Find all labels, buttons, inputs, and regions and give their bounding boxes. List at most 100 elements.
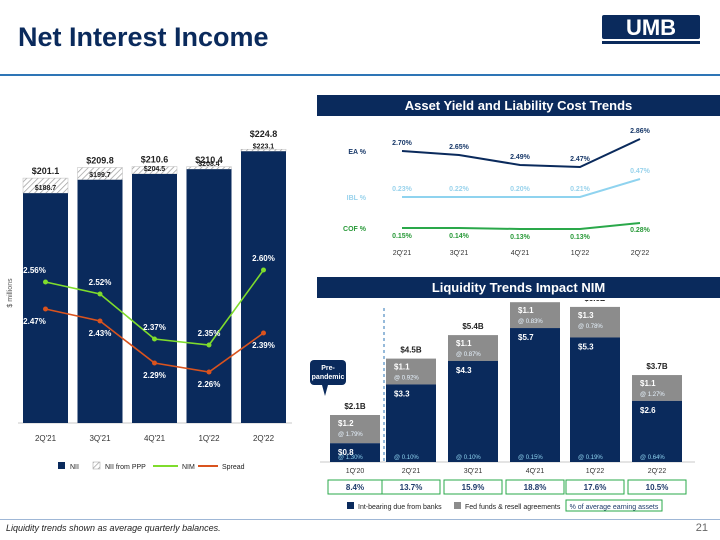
callout-pointer [322, 385, 328, 396]
series-value-label: 0.15% [392, 233, 413, 240]
fed-funds-label: $1.1 [640, 379, 656, 388]
series-line [401, 138, 641, 169]
series-value-label: 2.65% [449, 144, 470, 151]
legend-swatch-pct [565, 499, 663, 512]
page-title: Net Interest Income [18, 22, 269, 52]
header-rule [0, 74, 720, 76]
category-label: 2Q'22 [648, 468, 667, 475]
nim-label: 2.60% [252, 254, 275, 263]
pct-of-assets: 18.8% [524, 483, 547, 492]
fed-funds-label: $1.2 [338, 419, 354, 428]
fed-funds-rate: @ 0.83% [518, 319, 543, 325]
nim-label: 2.35% [198, 329, 221, 338]
pct-box [443, 479, 503, 495]
due-from-banks-label: $5.7 [518, 333, 534, 342]
fed-funds-rate: @ 0.87% [456, 352, 481, 358]
due-from-banks-label: $0.8 [338, 448, 354, 457]
umb-logo: UMB [602, 15, 700, 44]
category-label: 3Q'21 [450, 250, 469, 257]
due-from-banks-label: $4.3 [456, 366, 472, 375]
pct-box [565, 479, 625, 495]
total-value-label: $209.8 [86, 156, 114, 166]
fed-funds-bar [570, 306, 620, 338]
due-from-banks-bar [330, 443, 380, 462]
total-label: $2.1B [344, 402, 366, 411]
nii-bar [132, 173, 177, 423]
spread-point [261, 330, 266, 336]
spread-label: 2.47% [23, 317, 46, 326]
spread-point [97, 318, 103, 324]
pct-of-assets: 13.7% [400, 483, 423, 492]
series-value-label: 0.21% [570, 186, 591, 193]
spread-label: 2.26% [198, 380, 221, 389]
category-label: 3Q'21 [89, 434, 111, 443]
nim-point [97, 291, 103, 297]
fed-funds-label: $1.3 [578, 311, 594, 320]
series-value-label: 2.86% [630, 128, 651, 135]
due-from-banks-label: $5.3 [578, 342, 594, 351]
total-label: $6.6B [584, 300, 606, 303]
y-axis-label: $ millions [7, 278, 14, 308]
category-label: 4Q'21 [144, 434, 166, 443]
fed-funds-label: $1.1 [456, 339, 472, 348]
due-from-banks-rate: @ 0.15% [518, 455, 543, 461]
series-name: IBL % [347, 195, 367, 202]
legend-swatch-ppp [92, 461, 101, 470]
fed-funds-bar [386, 358, 436, 385]
series-value-label: 0.13% [510, 234, 531, 241]
category-label: 2Q'22 [253, 434, 275, 443]
series-value-label: 0.13% [570, 234, 591, 241]
fed-funds-bar [632, 375, 682, 401]
category-label: 1Q'22 [586, 468, 605, 475]
nii-value-label: $199.7 [89, 172, 111, 179]
spread-label: 2.43% [89, 329, 112, 338]
pct-of-assets: 8.4% [346, 483, 364, 492]
total-value-label: $224.8 [250, 129, 278, 139]
total-label: $5.4B [462, 322, 484, 331]
pct-of-assets: 15.9% [462, 483, 485, 492]
spread-point [206, 369, 212, 375]
category-label: 1Q'22 [571, 250, 590, 257]
series-value-label: 0.20% [510, 186, 531, 193]
due-from-banks-rate: @ 0.10% [394, 455, 419, 461]
pct-of-assets: 17.6% [584, 483, 607, 492]
fed-funds-label: $1.1 [394, 363, 410, 372]
category-label: 3Q'21 [464, 468, 483, 475]
total-label: $4.5B [400, 346, 422, 355]
spread-point [43, 306, 48, 312]
due-from-banks-bar [510, 328, 560, 462]
fed-funds-rate: @ 0.78% [578, 324, 603, 330]
series-name: EA % [348, 149, 366, 156]
nim-point [43, 279, 48, 285]
callout-text-line2: pandemic [312, 374, 345, 381]
nim-point [261, 267, 266, 273]
due-from-banks-rate: @ 0.19% [578, 455, 603, 461]
pre-pandemic-callout [310, 360, 346, 385]
nim-point [206, 342, 212, 348]
pct-of-assets: 10.5% [646, 483, 669, 492]
nii-value-label: $208.4 [198, 161, 220, 168]
spread-label: 2.29% [143, 371, 166, 380]
nim-label: 2.56% [23, 266, 46, 275]
series-value-label: 2.70% [392, 140, 413, 147]
fed-funds-label: $1.1 [518, 306, 534, 315]
total-value-label: $210.6 [141, 155, 169, 165]
legend-label: Fed funds & resell agreements [465, 504, 561, 511]
legend-swatch-fed [454, 502, 461, 509]
due-from-banks-rate: @ 0.64% [640, 455, 665, 461]
due-from-banks-label: $2.6 [640, 406, 656, 415]
pct-box [381, 479, 441, 495]
category-label: 2Q'21 [402, 468, 421, 475]
total-value-label: $201.1 [32, 166, 60, 176]
nii-chart: $ millions $188.7 $201.1 2Q'21 $199.7 $209.8 3… [7, 129, 292, 471]
legend-swatch-nii [58, 462, 65, 469]
liquidity-trends-chart: $ billions$1.2@ 1.79%$0.8@ 1.30%$2.1B1Q'… [310, 300, 695, 512]
legend-label: Int-bearing due from banks [358, 504, 442, 511]
series-line [402, 222, 641, 230]
legend-label: % of average earning assets [570, 504, 659, 511]
fed-funds-bar [448, 335, 498, 361]
series-value-label: 0.28% [630, 227, 651, 234]
nii-value-label: $188.7 [35, 185, 57, 192]
nim-label: 2.52% [89, 278, 112, 287]
legend-label: NIM [182, 464, 195, 471]
